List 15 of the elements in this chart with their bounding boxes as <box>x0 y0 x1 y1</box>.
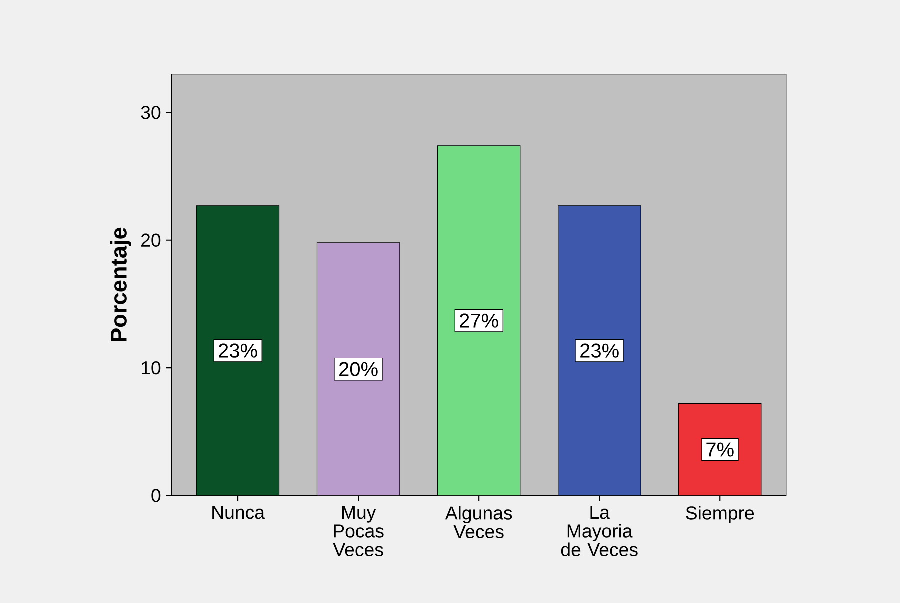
data-label: 23% <box>219 344 258 358</box>
x-tick-label: Muy Pocas Veces <box>333 506 384 557</box>
y-tick-label: 0 <box>152 489 161 502</box>
y-tick-label: 10 <box>142 361 161 375</box>
y-tick-label: 20 <box>142 234 161 248</box>
y-tick-label: 30 <box>141 106 161 120</box>
data-label: 7% <box>706 442 734 457</box>
x-tick-label: La Mayoria de Veces <box>561 506 638 557</box>
data-label: 20% <box>340 362 378 376</box>
data-label: 23% <box>580 344 619 358</box>
data-label: 27% <box>460 314 498 328</box>
x-tick-label: Nunca <box>212 506 266 520</box>
y-axis-title: Porcentaje <box>110 228 132 342</box>
x-tick-label: Algunas Veces <box>445 506 512 539</box>
x-tick-label: Siempre <box>686 506 754 524</box>
